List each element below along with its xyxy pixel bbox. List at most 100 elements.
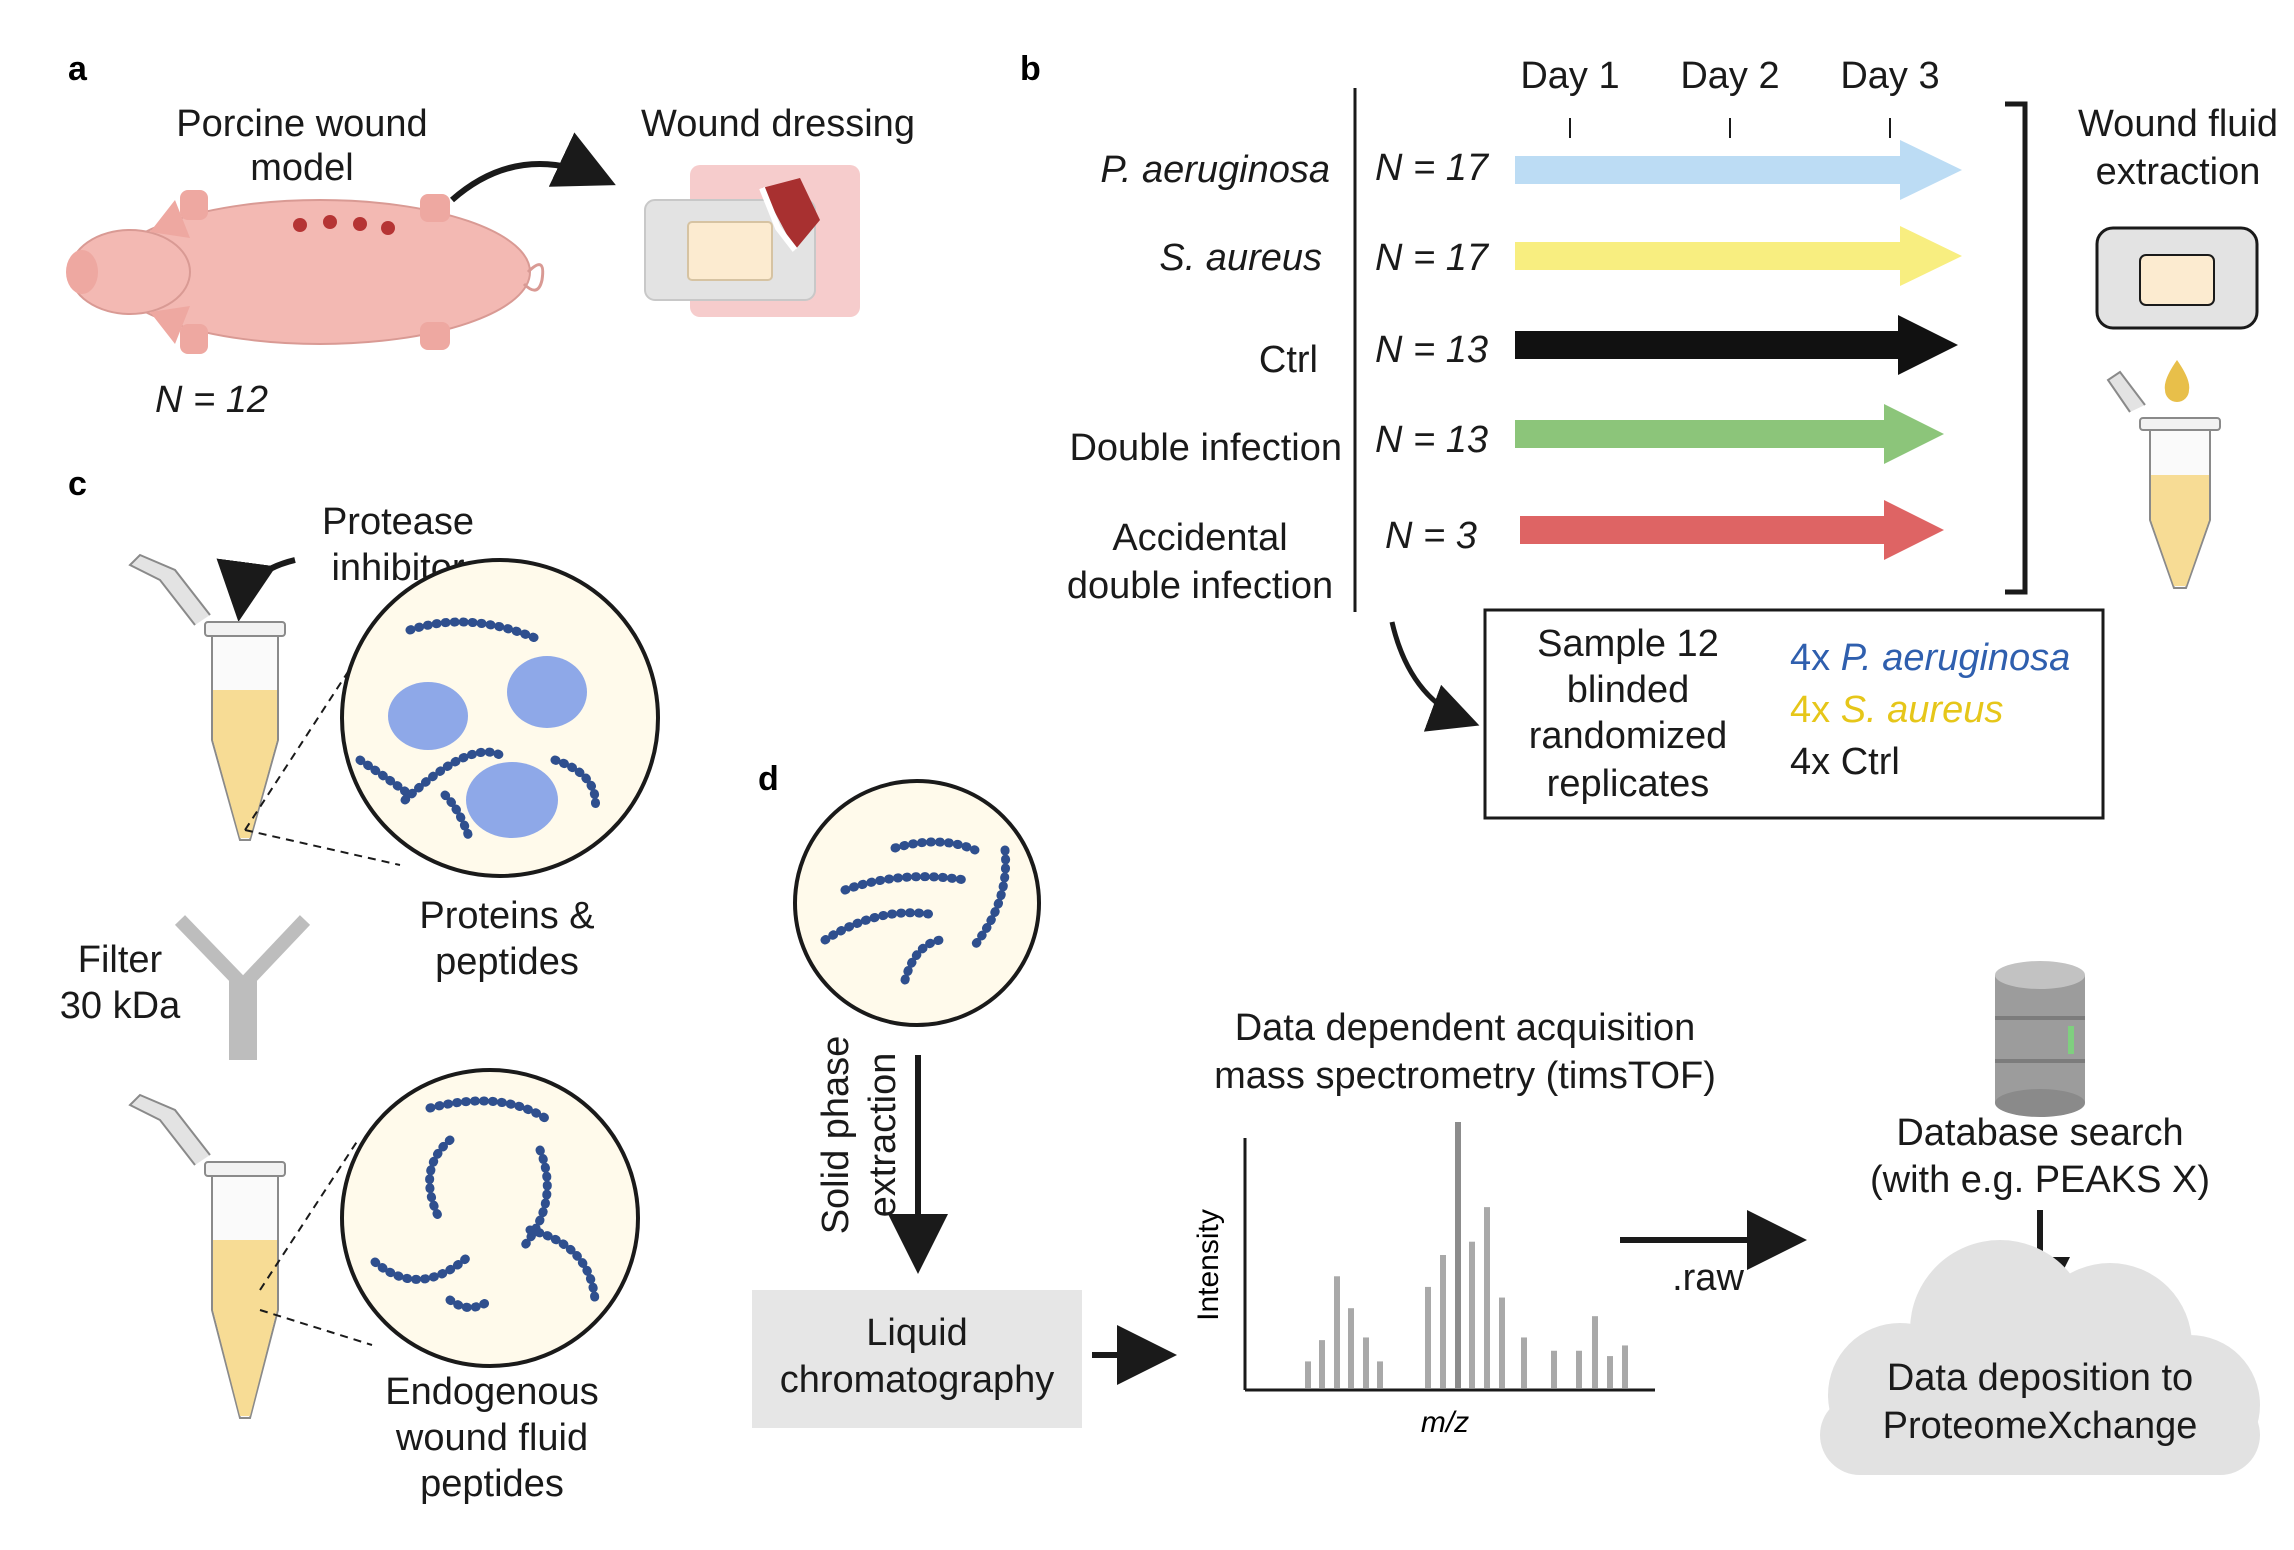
protein-blob: [388, 682, 468, 750]
ms-spectrum-chart: Intensity m/z: [1192, 1122, 1655, 1439]
spectrum-bar: [1348, 1308, 1354, 1388]
zoom-line-bottom-2: [259, 1309, 373, 1346]
arrow-to-sample-box: [1389, 621, 1480, 732]
panel-c: Protease inhibitor Proteins & peptides: [60, 501, 660, 1505]
spectrum-bar: [1607, 1356, 1613, 1388]
extracted-dressing-icon: [2095, 226, 2259, 330]
filter-icon: [174, 915, 311, 1060]
zoom-line-top-2: [244, 829, 401, 866]
endogenous-peptides-circle: [340, 1068, 640, 1368]
replicate-p-aeruginosa-name: P. aeruginosa: [1841, 637, 2071, 679]
arrow-ctrl: [1515, 315, 1958, 375]
sample-box-line3: randomized: [1529, 715, 1728, 757]
extraction-label-line1: Wound fluid: [2078, 103, 2278, 145]
wound-dressing-label: Wound dressing: [641, 103, 915, 145]
pig-icon: [66, 190, 545, 354]
n-label-accidental: N = 3: [1385, 515, 1477, 557]
panel-label-a: a: [68, 50, 88, 88]
cloud-icon: [1820, 1240, 2260, 1475]
lc-label-line1: Liquid: [866, 1312, 967, 1354]
spectrum-bar: [1440, 1255, 1446, 1388]
sample-box-line2: blinded: [1567, 669, 1690, 711]
spectrum-bar: [1377, 1361, 1383, 1388]
n-label-p-aeruginosa: N = 17: [1375, 147, 1490, 189]
spectrum-bar: [1469, 1241, 1475, 1388]
spectrum-bar: [1592, 1316, 1598, 1388]
group-label-accidental-line2: double infection: [1067, 565, 1333, 607]
day1-label: Day 1: [1520, 55, 1619, 97]
group-label-double-infection: Double infection: [1069, 427, 1342, 469]
n-label-double-infection: N = 13: [1375, 419, 1488, 461]
replicate-ctrl-name: Ctrl: [1841, 741, 1900, 783]
day3-label: Day 3: [1840, 55, 1939, 97]
peptides-label-line3: peptides: [420, 1463, 564, 1505]
tube-icon-top: [128, 553, 286, 841]
spectrum-bars: [1305, 1122, 1628, 1388]
arrow-accidental: [1520, 500, 1944, 560]
arrow-to-dressing: [450, 132, 616, 203]
group-label-ctrl: Ctrl: [1259, 339, 1318, 381]
spectrum-bar: [1455, 1122, 1461, 1388]
replicate-s-aureus: 4x S. aureus: [1790, 689, 2003, 731]
peptide-chain: [405, 617, 545, 645]
spectrum-bar: [1484, 1207, 1490, 1388]
inhibitor-label-line1: Protease: [322, 501, 474, 543]
wound-dressing-icon: [644, 165, 860, 317]
spe-peptide-circle: [793, 779, 1041, 1027]
filter-label-line2: 30 kDa: [60, 985, 181, 1027]
spectrum-bar: [1319, 1340, 1325, 1388]
extraction-bracket: [2005, 101, 2028, 595]
panel-label-b: b: [1020, 50, 1041, 88]
sample-box: [1483, 608, 2105, 820]
proteins-label-line1: Proteins &: [419, 895, 594, 937]
panel-d: Solid phase extraction Liquid chromatogr…: [752, 779, 2260, 1475]
arrow-s-aureus: [1515, 226, 1962, 286]
replicate-s-aureus-name: S. aureus: [1841, 689, 2004, 731]
porcine-model-label-line2: model: [250, 147, 354, 189]
ms-title-line2: mass spectrometry (timsTOF): [1214, 1055, 1716, 1097]
proteins-label-line2: peptides: [435, 941, 579, 983]
group-label-p-aeruginosa: P. aeruginosa: [1100, 149, 1330, 191]
group-label-accidental-line1: Accidental: [1112, 517, 1287, 559]
collection-tube-icon: [2106, 370, 2221, 589]
replicate-ctrl-count: 4x: [1790, 741, 1830, 783]
porcine-model-label-line1: Porcine wound: [176, 103, 427, 145]
sample-box-line4: replicates: [1547, 763, 1710, 805]
lc-box: [752, 1290, 1082, 1428]
spectrum-bar: [1305, 1361, 1311, 1388]
peptides-label-line2: wound fluid: [395, 1417, 588, 1459]
db-label-line1: Database search: [1896, 1112, 2183, 1154]
deposit-label-line1: Data deposition to: [1887, 1357, 2193, 1399]
ms-title-line1: Data dependent acquisition: [1235, 1007, 1696, 1049]
replicate-s-aureus-count: 4x: [1790, 689, 1830, 731]
replicate-p-aeruginosa-count: 4x: [1790, 637, 1830, 679]
replicate-p-aeruginosa: 4x P. aeruginosa: [1790, 637, 2070, 679]
group-label-s-aureus: S. aureus: [1159, 237, 1322, 279]
spectrum-bar: [1363, 1337, 1369, 1388]
panel-a: Porcine wound model Wound dressing: [66, 103, 915, 421]
extraction-label-line2: extraction: [2096, 151, 2261, 193]
deposit-label-line2: ProteomeXchange: [1883, 1405, 2198, 1447]
tube-icon-bottom: [128, 1093, 286, 1419]
panel-label-d: d: [758, 760, 779, 798]
day2-label: Day 2: [1680, 55, 1779, 97]
arrow-inhibitor: [216, 557, 296, 622]
spectrum-bar: [1622, 1345, 1628, 1388]
spe-label-line2: extraction: [862, 1053, 904, 1218]
filter-label-line1: Filter: [78, 939, 163, 981]
database-icon: [1995, 961, 2085, 1117]
sample-box-line1: Sample 12: [1537, 623, 1719, 665]
y-axis-label: Intensity: [1192, 1209, 1225, 1321]
spectrum-bar: [1334, 1276, 1340, 1388]
peptides-label-line1: Endogenous: [385, 1371, 598, 1413]
fluid-drop-icon: [2164, 360, 2190, 402]
raw-label: .raw: [1672, 1257, 1744, 1299]
panel-b: Day 1 Day 2 Day 3 P. aeruginosa S. aureu…: [1067, 55, 2278, 820]
zoom-line-bottom-1: [259, 1139, 359, 1291]
spe-label-line1: Solid phase: [815, 1036, 857, 1235]
db-label-line2: (with e.g. PEAKS X): [1870, 1159, 2210, 1201]
spectrum-bar: [1521, 1337, 1527, 1388]
arrow-p-aeruginosa: [1515, 140, 1962, 200]
replicate-ctrl: 4x Ctrl: [1790, 741, 1900, 783]
